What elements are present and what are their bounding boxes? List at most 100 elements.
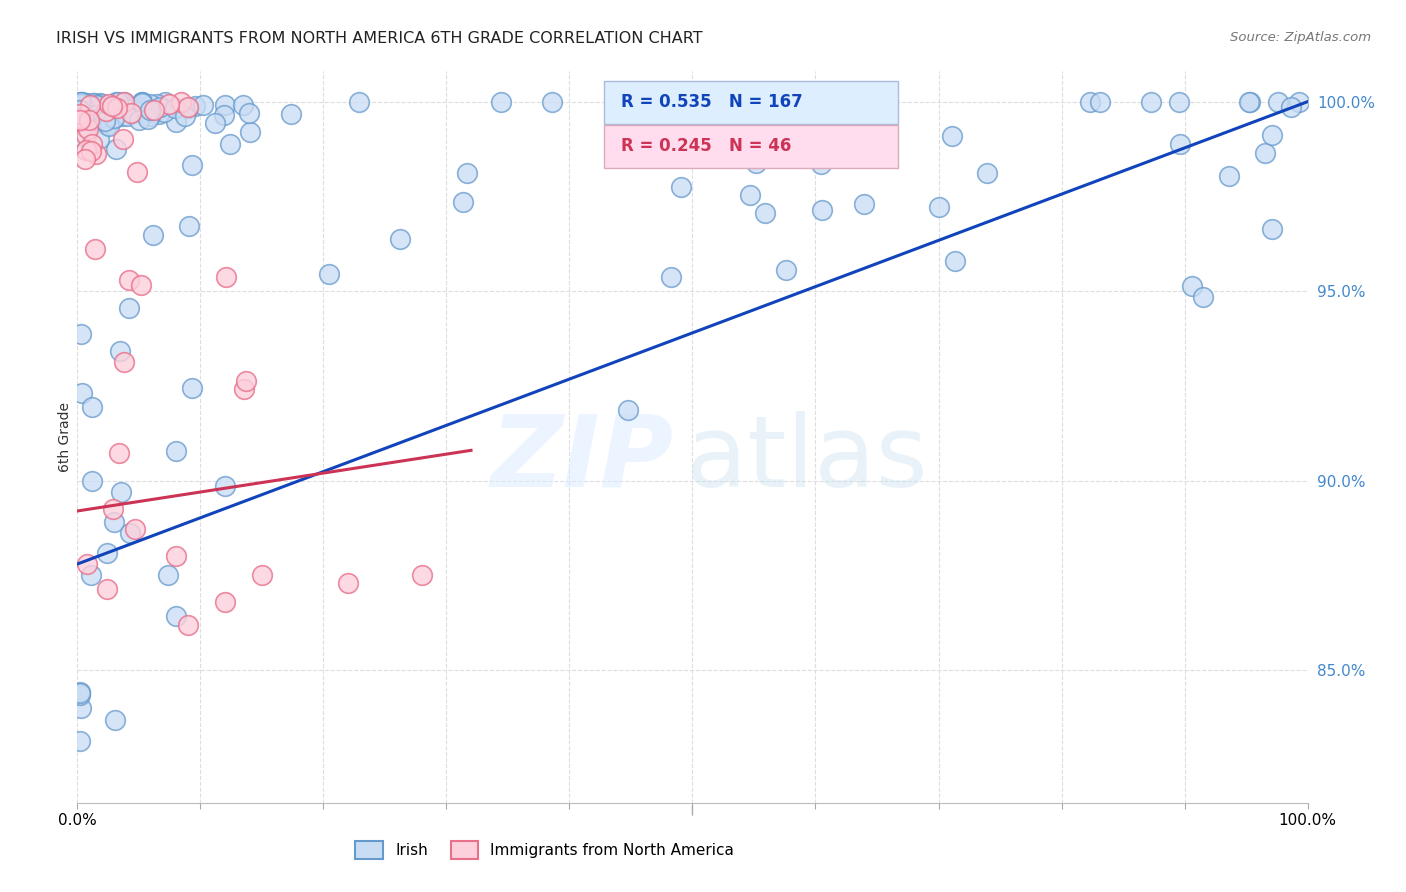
Point xyxy=(112,355,135,369)
Point xyxy=(70,95,93,109)
Point xyxy=(69,733,91,747)
Point xyxy=(212,108,235,122)
Point xyxy=(181,381,204,395)
Point xyxy=(235,374,257,388)
Point xyxy=(540,95,562,109)
Point xyxy=(1078,95,1101,109)
Point xyxy=(76,115,98,129)
Point xyxy=(77,106,100,120)
Y-axis label: 6th Grade: 6th Grade xyxy=(58,402,72,472)
Point xyxy=(131,95,153,110)
Point xyxy=(810,203,832,218)
Point xyxy=(153,104,176,119)
Point xyxy=(142,106,165,120)
Point xyxy=(1267,95,1289,109)
Point xyxy=(112,95,135,109)
Point xyxy=(83,99,105,113)
Point xyxy=(100,101,122,115)
Point xyxy=(69,113,91,128)
Point xyxy=(1192,290,1215,304)
Point xyxy=(157,96,180,111)
Point xyxy=(69,111,91,125)
Text: IRISH VS IMMIGRANTS FROM NORTH AMERICA 6TH GRADE CORRELATION CHART: IRISH VS IMMIGRANTS FROM NORTH AMERICA 6… xyxy=(56,31,703,46)
Point xyxy=(110,485,132,500)
Point xyxy=(82,95,104,110)
Point xyxy=(110,343,132,358)
Point xyxy=(76,102,98,116)
Point xyxy=(775,263,797,277)
Point xyxy=(852,197,875,211)
Point xyxy=(80,400,103,414)
Point xyxy=(80,145,103,159)
Point xyxy=(89,103,111,117)
Point xyxy=(165,443,187,458)
Point xyxy=(337,576,360,591)
Point xyxy=(114,101,136,115)
Point xyxy=(73,102,96,116)
Point xyxy=(143,103,166,117)
Point xyxy=(76,557,98,571)
Point xyxy=(156,568,179,582)
Point xyxy=(146,97,169,112)
Point xyxy=(118,301,141,316)
Point xyxy=(280,107,302,121)
Point xyxy=(70,385,93,400)
Point xyxy=(86,101,108,115)
Point xyxy=(128,113,150,128)
Point xyxy=(96,546,118,560)
Point xyxy=(103,515,125,529)
Point xyxy=(72,109,94,123)
Point xyxy=(661,270,683,285)
Point xyxy=(1288,95,1310,109)
Point xyxy=(77,122,100,136)
Point xyxy=(120,100,142,114)
Point xyxy=(90,97,112,112)
FancyBboxPatch shape xyxy=(605,81,898,124)
Point xyxy=(131,95,153,110)
Point xyxy=(659,95,682,109)
Text: R = 0.245   N = 46: R = 0.245 N = 46 xyxy=(621,137,792,155)
Point xyxy=(136,112,159,126)
Point xyxy=(180,158,202,172)
Point xyxy=(318,267,340,281)
Point xyxy=(129,277,152,292)
Point xyxy=(218,137,240,152)
Point xyxy=(411,568,433,582)
Point xyxy=(616,403,638,417)
Point xyxy=(1239,95,1261,109)
Point xyxy=(72,119,94,133)
Point xyxy=(75,96,97,111)
Point xyxy=(112,95,135,109)
Point xyxy=(84,105,107,120)
Point xyxy=(111,96,134,111)
Point xyxy=(740,187,762,202)
Point xyxy=(69,95,91,109)
Point xyxy=(69,685,91,699)
Point xyxy=(75,143,97,157)
Point xyxy=(118,273,141,287)
Point xyxy=(86,112,108,126)
Point xyxy=(89,96,111,111)
Point xyxy=(75,102,97,116)
Point xyxy=(127,165,149,179)
Point xyxy=(79,567,101,582)
Point xyxy=(347,95,370,109)
Point xyxy=(148,106,170,120)
Point xyxy=(214,97,236,112)
Text: Source: ZipAtlas.com: Source: ZipAtlas.com xyxy=(1230,31,1371,45)
Point xyxy=(94,111,117,125)
Point xyxy=(214,595,236,609)
Point xyxy=(943,253,966,268)
Point xyxy=(83,242,105,256)
Point xyxy=(105,101,128,115)
Point xyxy=(77,103,100,117)
Point xyxy=(94,113,117,128)
Point xyxy=(77,102,100,116)
Point xyxy=(83,96,105,111)
Point xyxy=(83,101,105,115)
Point xyxy=(101,98,124,112)
Point xyxy=(69,101,91,115)
Point xyxy=(69,113,91,128)
Point xyxy=(860,137,883,152)
Point xyxy=(70,97,93,112)
